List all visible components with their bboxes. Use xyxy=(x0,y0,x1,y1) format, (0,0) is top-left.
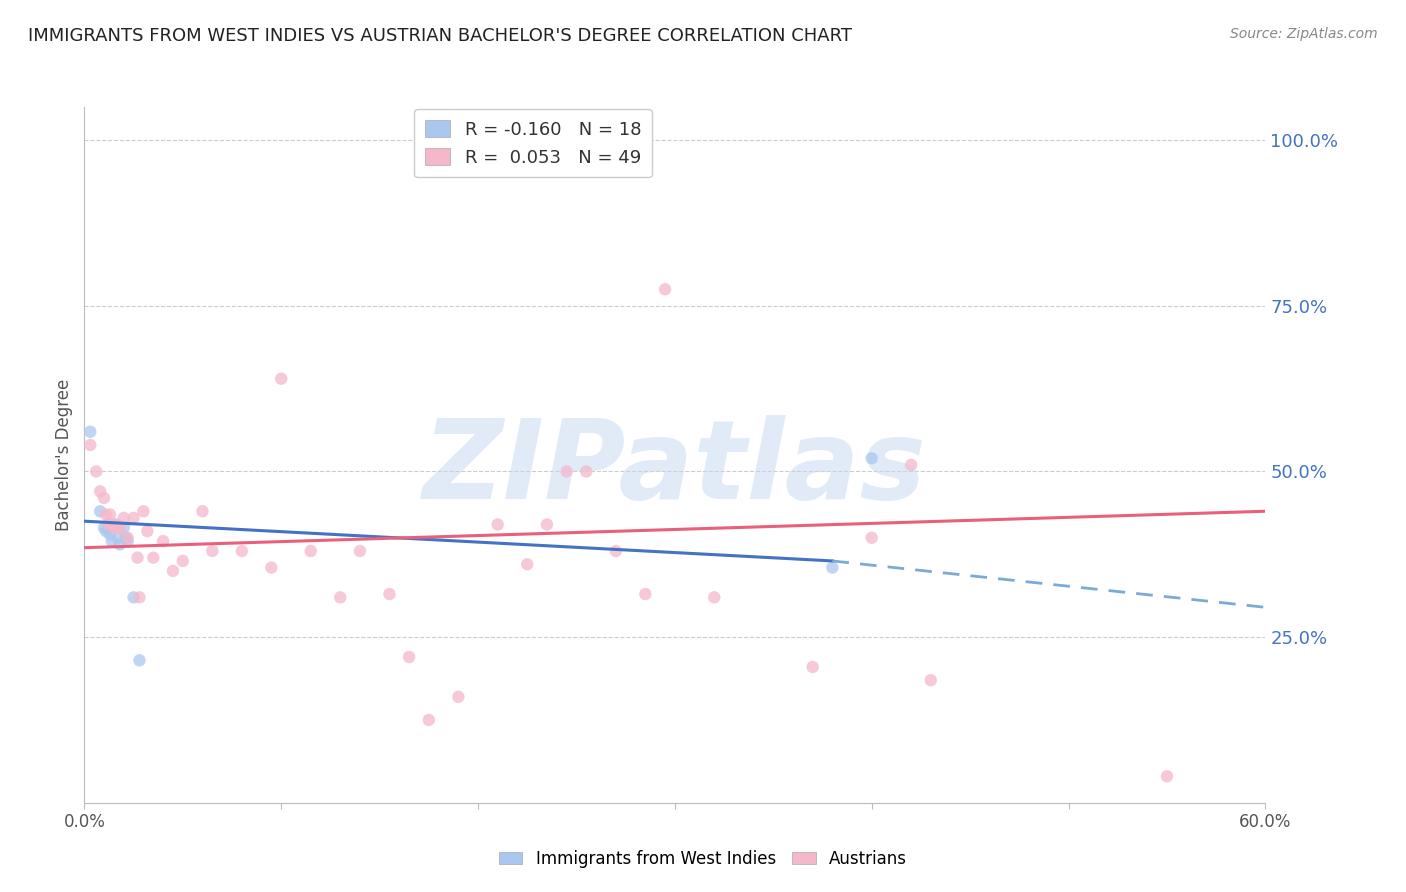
Point xyxy=(79,438,101,452)
Point xyxy=(128,653,150,667)
Point xyxy=(112,521,135,535)
Point xyxy=(104,517,127,532)
Point xyxy=(101,517,124,532)
Point xyxy=(900,458,922,472)
Point xyxy=(418,713,440,727)
Point xyxy=(654,282,676,296)
Point xyxy=(94,508,117,522)
Point xyxy=(89,484,111,499)
Point xyxy=(127,550,149,565)
Point xyxy=(103,517,125,532)
Point xyxy=(128,591,150,605)
Point xyxy=(191,504,214,518)
Point xyxy=(122,591,145,605)
Point xyxy=(89,504,111,518)
Point xyxy=(299,544,322,558)
Text: IMMIGRANTS FROM WEST INDIES VS AUSTRIAN BACHELOR'S DEGREE CORRELATION CHART: IMMIGRANTS FROM WEST INDIES VS AUSTRIAN … xyxy=(28,27,852,45)
Point xyxy=(114,531,136,545)
Point xyxy=(103,521,125,535)
Point xyxy=(860,451,883,466)
Point xyxy=(93,491,115,505)
Point xyxy=(536,517,558,532)
Point xyxy=(142,550,165,565)
Point xyxy=(101,534,124,549)
Point xyxy=(98,527,121,541)
Point xyxy=(104,521,127,535)
Point xyxy=(860,531,883,545)
Point xyxy=(172,554,194,568)
Point xyxy=(605,544,627,558)
Point xyxy=(93,521,115,535)
Point xyxy=(270,372,292,386)
Point xyxy=(136,524,159,538)
Point xyxy=(84,465,107,479)
Y-axis label: Bachelor's Degree: Bachelor's Degree xyxy=(55,379,73,531)
Point xyxy=(107,531,129,545)
Point xyxy=(201,544,224,558)
Point xyxy=(575,465,598,479)
Point xyxy=(329,591,352,605)
Point xyxy=(703,591,725,605)
Point xyxy=(398,650,420,665)
Text: ZIPatlas: ZIPatlas xyxy=(423,416,927,523)
Point xyxy=(122,511,145,525)
Point xyxy=(920,673,942,688)
Point xyxy=(108,537,131,551)
Point xyxy=(97,517,120,532)
Point xyxy=(79,425,101,439)
Point xyxy=(108,521,131,535)
Point xyxy=(1156,769,1178,783)
Legend: Immigrants from West Indies, Austrians: Immigrants from West Indies, Austrians xyxy=(492,844,914,875)
Point xyxy=(97,521,120,535)
Point xyxy=(107,521,129,535)
Point xyxy=(94,524,117,538)
Point xyxy=(486,517,509,532)
Point xyxy=(132,504,155,518)
Point xyxy=(117,531,139,545)
Legend: R = -0.160   N = 18, R =  0.053   N = 49: R = -0.160 N = 18, R = 0.053 N = 49 xyxy=(415,109,652,178)
Point xyxy=(821,560,844,574)
Point xyxy=(260,560,283,574)
Point xyxy=(162,564,184,578)
Text: Source: ZipAtlas.com: Source: ZipAtlas.com xyxy=(1230,27,1378,41)
Point xyxy=(152,534,174,549)
Point xyxy=(447,690,470,704)
Point xyxy=(98,508,121,522)
Point xyxy=(801,660,824,674)
Point xyxy=(378,587,401,601)
Point xyxy=(555,465,578,479)
Point xyxy=(349,544,371,558)
Point xyxy=(231,544,253,558)
Point xyxy=(634,587,657,601)
Point xyxy=(117,534,139,549)
Point xyxy=(516,558,538,572)
Point xyxy=(112,511,135,525)
